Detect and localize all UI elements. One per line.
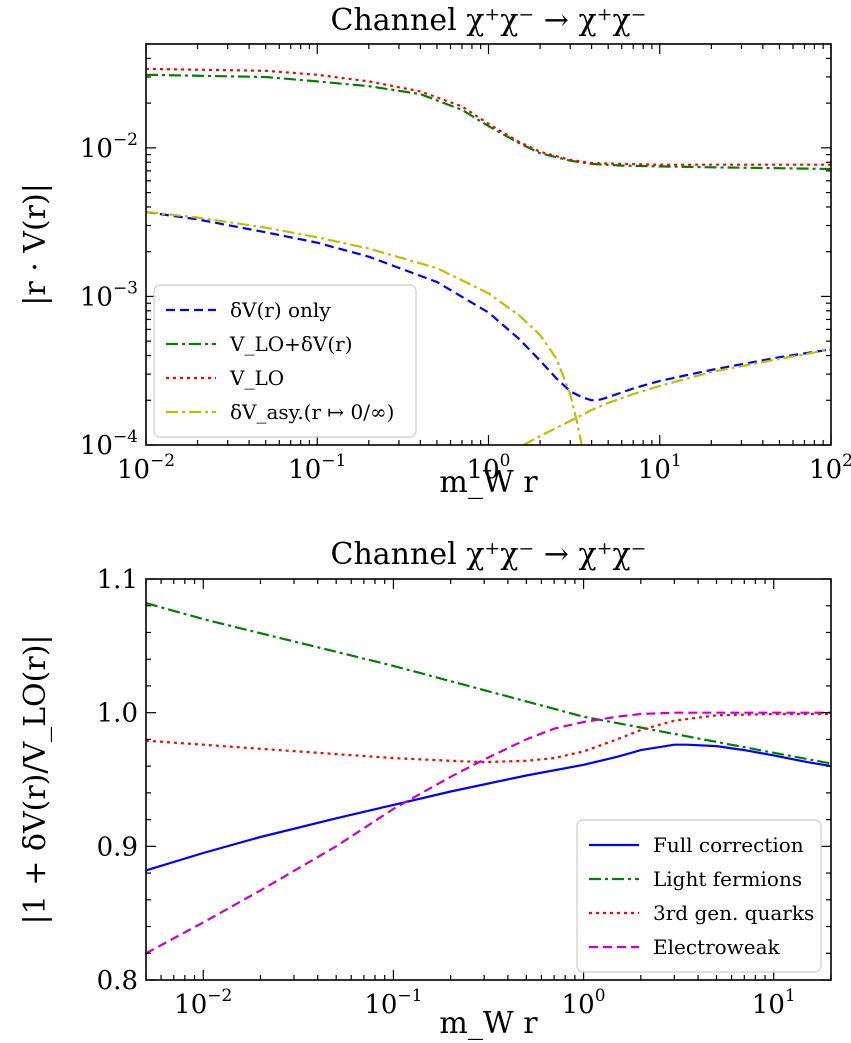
legend-label-4: δV_asy.(r ↦ 0/∞) <box>230 400 394 424</box>
panel-2: 10−2 10−1 100 101 0.8 0.9 1.0 1.1 Channel χ⁺χ⁻ →… <box>18 537 832 1041</box>
plot-frame <box>145 578 832 981</box>
y-axis-label: |1 + δV(r)/V_LO(r)| <box>18 634 53 924</box>
legend-label-2: Light fermions <box>653 867 802 891</box>
tick-marks <box>145 578 832 981</box>
legend-box <box>153 284 417 438</box>
x-tick-label-2: 10−1 <box>288 451 346 485</box>
y-tick-label-2: 10−3 <box>80 278 138 312</box>
y-axis-label: |r · V(r)| <box>18 183 53 306</box>
legend-label-4: Electroweak <box>653 935 781 959</box>
x-tick-label-3: 100 <box>562 986 606 1020</box>
y-tick-label-3: 10−2 <box>80 130 138 164</box>
x-tick-label-5: 102 <box>809 451 851 485</box>
series-line-3 <box>146 67 831 166</box>
series-group <box>146 602 831 955</box>
x-axis-label: m_W r <box>439 465 538 500</box>
legend-label-2: V_LO+δV(r) <box>229 332 353 356</box>
legend-label-3: V_LO <box>229 366 284 390</box>
y-tick-label-3: 1.0 <box>97 699 138 729</box>
legend: δV(r) only V_LO+δV(r) V_LO δV_asy.(r ↦ 0/∞) <box>153 284 417 438</box>
panel-1: 10−2 10−1 100 101 102 10−4 10−3 10−2 Channel χ⁺χ… <box>18 3 851 500</box>
chart-title: Channel χ⁺χ⁻ → χ⁺χ⁻ <box>331 3 647 38</box>
legend-label-3: 3rd gen. quarks <box>653 901 814 925</box>
y-tick-label-2: 0.9 <box>97 832 138 862</box>
series-line-4-branch-2 <box>522 348 831 445</box>
y-tick-label-4: 1.1 <box>97 565 138 595</box>
series-line-3 <box>146 712 831 764</box>
tick-marks <box>145 43 832 446</box>
legend-box <box>576 819 822 973</box>
series-line-4 <box>146 711 831 955</box>
series-group <box>146 67 831 445</box>
legend-label-1: δV(r) only <box>230 298 331 322</box>
series-line-2 <box>146 73 831 171</box>
x-tick-label-3: 100 <box>467 451 511 485</box>
series-line-1 <box>146 210 831 402</box>
series-line-1 <box>146 743 831 872</box>
series-line-2 <box>146 602 831 765</box>
x-tick-label-4: 101 <box>752 986 796 1020</box>
x-axis-label: m_W r <box>439 1006 538 1041</box>
y-tick-label-1: 0.8 <box>97 966 138 996</box>
x-tick-label-2: 10−1 <box>364 986 422 1020</box>
chart-title: Channel χ⁺χ⁻ → χ⁺χ⁻ <box>331 537 647 572</box>
x-tick-label-1: 10−2 <box>174 986 232 1020</box>
y-tick-label-1: 10−4 <box>80 427 138 461</box>
x-tick-label-4: 101 <box>638 451 682 485</box>
legend-label-1: Full correction <box>653 833 804 857</box>
series-line-4 <box>146 210 583 445</box>
legend: Full correction Light fermions 3rd gen. qu… <box>576 819 822 973</box>
x-tick-label-1: 10−2 <box>117 451 175 485</box>
